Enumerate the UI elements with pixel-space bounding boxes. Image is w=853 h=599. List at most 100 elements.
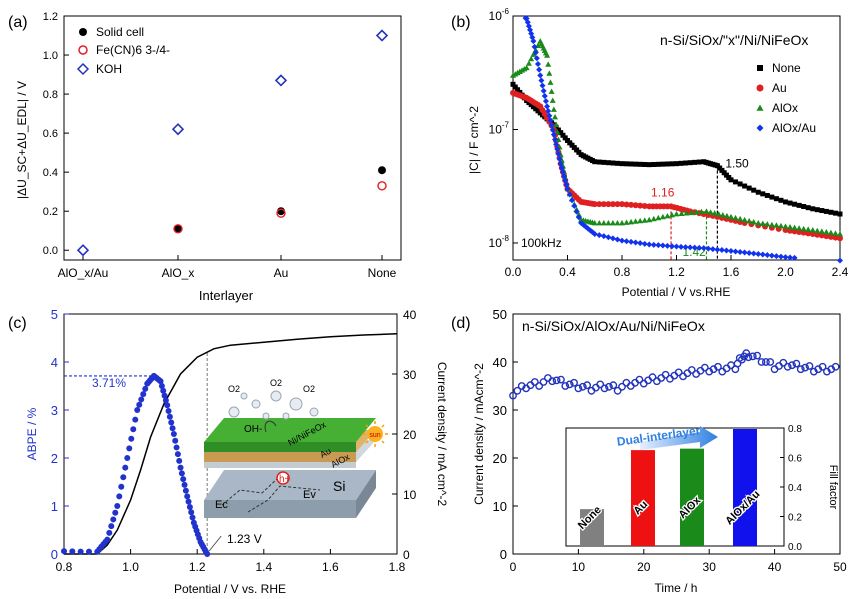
- data-point: [637, 217, 644, 224]
- data-point: [69, 548, 76, 555]
- x-tick-label: 0.4: [559, 265, 576, 279]
- data-point: [534, 60, 541, 67]
- data-point: [623, 238, 630, 245]
- data-point: [766, 358, 775, 366]
- data-point: [768, 221, 775, 228]
- data-point: [698, 208, 705, 215]
- data-point: [646, 216, 653, 223]
- data-point: [746, 249, 753, 256]
- data-point: [623, 201, 630, 208]
- data-point: [659, 213, 666, 220]
- data-point: [810, 206, 816, 212]
- legend-marker: [756, 104, 764, 111]
- data-point: [823, 229, 830, 235]
- x-tick-label: 1.2: [668, 265, 685, 279]
- data-point: [164, 402, 171, 409]
- au-label: Au: [318, 446, 332, 460]
- data-point: [548, 377, 557, 386]
- annotation-label: 1.16: [651, 185, 675, 199]
- data-point: [748, 352, 757, 361]
- data-point: [637, 161, 643, 167]
- data-point: [535, 382, 544, 390]
- data-point: [573, 208, 580, 215]
- onset-label: 1.23 V: [227, 532, 262, 546]
- data-point: [120, 474, 127, 481]
- panel-b: (b) 0.0 0.4 0.8 1.2 1.6 2.0 2.4 10-6 10-7 10-8 1.…: [451, 7, 849, 299]
- data-point: [600, 384, 609, 393]
- y-tick-label: 0.6: [43, 128, 58, 140]
- data-point: [531, 43, 538, 50]
- data-point: [641, 240, 648, 247]
- data-point: [741, 249, 748, 256]
- data-point: [783, 362, 792, 371]
- data-point: [566, 191, 573, 198]
- data-point: [118, 483, 125, 490]
- sun-icon: sun: [362, 421, 388, 447]
- data-point: [692, 159, 698, 165]
- data-point: [711, 210, 718, 216]
- panel-label: (c): [8, 315, 27, 332]
- data-point: [174, 224, 182, 233]
- x-tick-label: 10: [572, 560, 586, 574]
- x-tick-label: 0.0: [505, 265, 522, 279]
- x-tick-label: 2.4: [832, 265, 849, 279]
- data-point: [158, 383, 165, 389]
- data-point: [182, 487, 189, 494]
- data-point: [600, 201, 607, 208]
- data-point: [541, 92, 548, 99]
- data-point: [106, 529, 113, 536]
- data-point: [546, 112, 553, 119]
- data-point: [537, 72, 544, 79]
- data-point: [122, 464, 129, 471]
- inset-y-tick-label: 0.0: [788, 542, 802, 553]
- y-tick-label: 0.2: [43, 206, 58, 218]
- data-point: [571, 202, 578, 209]
- legend-label: Au: [772, 81, 787, 95]
- y-tick-label: 40: [493, 355, 507, 370]
- y-tick-label-right: 20: [403, 428, 417, 442]
- data-point: [544, 52, 551, 58]
- data-point: [596, 380, 605, 389]
- data-point: [719, 211, 726, 218]
- y-tick-label: 1.0: [43, 50, 58, 62]
- y-tick-label-left: 5: [51, 307, 58, 322]
- data-point: [696, 159, 702, 165]
- data-point: [715, 211, 722, 217]
- x-tick-label: 1.0: [122, 560, 139, 574]
- data-point: [760, 191, 766, 197]
- data-point: [753, 351, 762, 360]
- x-tick-label: 40: [768, 560, 782, 574]
- y-tick-label: 0.4: [43, 167, 58, 179]
- data-point: [655, 161, 661, 167]
- inset-bar: [680, 448, 704, 546]
- data-point: [792, 359, 801, 368]
- bubbles: [228, 390, 319, 420]
- legend-label: Solid cell: [96, 25, 144, 39]
- data-point: [610, 160, 616, 166]
- panel-a: (a) 0.0 0.2 0.4 0.6 0.8 1.0 1.2 AlO_x/Au AlO_x Au…: [8, 11, 402, 303]
- data-point: [173, 224, 183, 234]
- data-point: [509, 391, 517, 400]
- hole-label: h+: [279, 474, 291, 485]
- data-point: [162, 397, 169, 404]
- data-point: [554, 129, 561, 135]
- data-point: [664, 212, 671, 219]
- x-tick-label: 1.8: [389, 560, 406, 574]
- data-point: [547, 117, 554, 124]
- data-point: [805, 205, 811, 211]
- data-point: [171, 123, 185, 136]
- data-point: [668, 211, 675, 218]
- data-point: [723, 212, 730, 219]
- y-tick-label: 10-8: [489, 234, 510, 250]
- data-point: [528, 55, 535, 62]
- data-point: [773, 196, 779, 202]
- data-point: [108, 523, 115, 530]
- data-point: [177, 464, 184, 471]
- data-point: [523, 64, 530, 71]
- data-point: [130, 426, 137, 433]
- data-point: [659, 242, 666, 249]
- data-point: [110, 516, 117, 523]
- data-point: [550, 131, 557, 138]
- data-point: [165, 407, 172, 414]
